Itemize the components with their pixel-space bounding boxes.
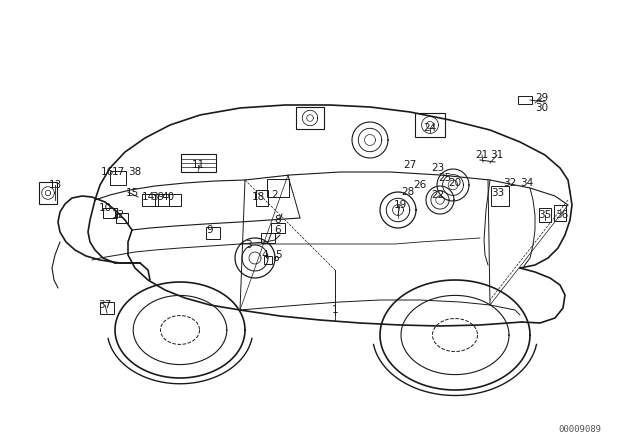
Text: 21: 21 xyxy=(476,150,488,160)
Bar xyxy=(518,96,532,104)
Bar xyxy=(206,227,220,239)
Text: 24: 24 xyxy=(424,123,436,133)
Text: 30: 30 xyxy=(536,103,548,113)
Bar xyxy=(267,179,289,197)
Text: 39: 39 xyxy=(152,192,164,202)
Text: 37: 37 xyxy=(99,300,111,310)
Text: 26: 26 xyxy=(413,180,427,190)
Text: 25: 25 xyxy=(438,173,452,183)
Text: 00009089: 00009089 xyxy=(559,426,602,435)
Bar xyxy=(155,194,169,206)
Bar xyxy=(296,107,324,129)
Text: 4: 4 xyxy=(262,250,268,260)
Text: 33: 33 xyxy=(492,188,504,198)
Text: 40: 40 xyxy=(161,192,175,202)
Bar xyxy=(271,223,285,233)
Bar xyxy=(415,113,445,137)
Text: 16: 16 xyxy=(100,167,114,177)
Text: 17: 17 xyxy=(111,167,125,177)
Bar xyxy=(491,186,509,206)
Bar xyxy=(180,154,216,172)
Text: 32: 32 xyxy=(504,178,516,188)
Text: 27: 27 xyxy=(403,160,417,170)
Text: 2: 2 xyxy=(272,190,278,200)
Text: 13: 13 xyxy=(49,180,61,190)
Bar xyxy=(554,205,566,221)
Bar xyxy=(116,213,128,223)
Bar xyxy=(169,194,181,206)
Text: 31: 31 xyxy=(490,150,504,160)
Bar xyxy=(39,182,57,204)
Text: 29: 29 xyxy=(536,93,548,103)
Text: 35: 35 xyxy=(538,210,552,220)
Text: 8: 8 xyxy=(275,215,282,225)
Text: 6: 6 xyxy=(275,225,282,235)
Bar xyxy=(539,208,551,222)
Text: 34: 34 xyxy=(520,178,534,188)
Bar xyxy=(256,190,268,206)
Text: 38: 38 xyxy=(129,167,141,177)
Text: 15: 15 xyxy=(125,188,139,198)
Bar xyxy=(110,171,126,185)
Text: 11: 11 xyxy=(191,160,205,170)
Text: 28: 28 xyxy=(401,187,415,197)
Text: 7: 7 xyxy=(265,233,271,243)
Text: 1: 1 xyxy=(332,305,339,315)
Text: 18: 18 xyxy=(252,192,264,202)
Text: 5: 5 xyxy=(275,250,282,260)
Bar xyxy=(103,208,117,218)
Text: 12: 12 xyxy=(111,210,125,220)
Text: 14: 14 xyxy=(141,192,155,202)
Bar xyxy=(100,302,114,314)
Text: 36: 36 xyxy=(556,210,568,220)
Text: 19: 19 xyxy=(394,200,406,210)
Text: 20: 20 xyxy=(449,178,461,188)
Bar xyxy=(264,256,272,264)
Text: 22: 22 xyxy=(431,190,445,200)
Bar xyxy=(142,194,158,206)
Bar xyxy=(261,233,275,243)
Text: 10: 10 xyxy=(99,203,111,213)
Text: 9: 9 xyxy=(207,225,213,235)
Text: 3: 3 xyxy=(244,240,252,250)
Text: 23: 23 xyxy=(431,163,445,173)
